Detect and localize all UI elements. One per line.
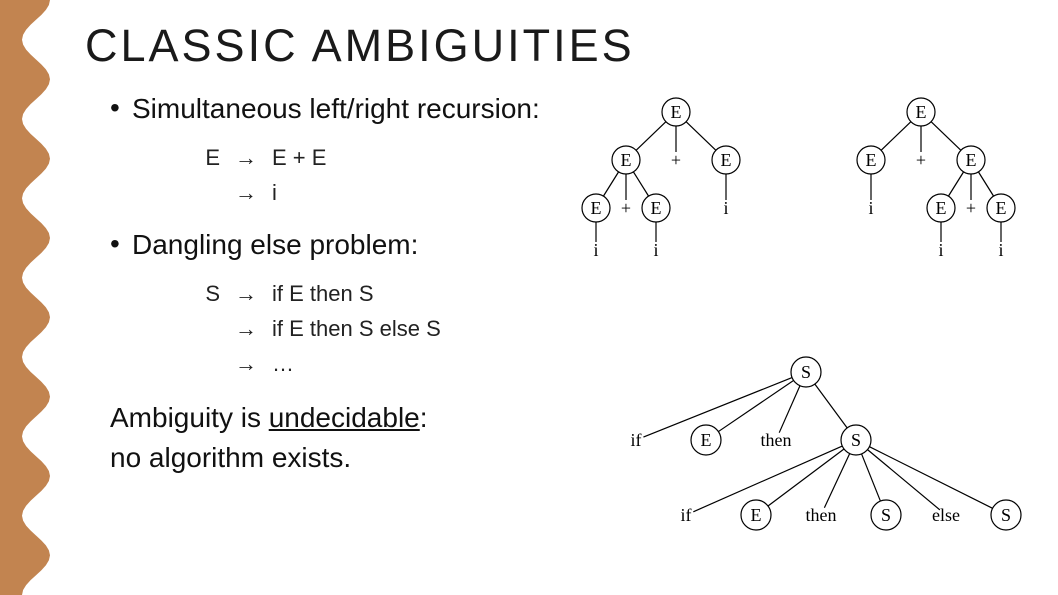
svg-text:i: i — [653, 240, 658, 260]
bullet-dot-icon: • — [110, 226, 132, 262]
grammar-rhs: if E then S else S — [272, 311, 441, 346]
arrow-icon: → — [234, 175, 258, 210]
grammar-row: S → if E then S — [200, 276, 1038, 311]
svg-text:then: then — [806, 505, 837, 525]
arrow-icon: → — [234, 140, 258, 175]
decorative-left-edge — [0, 0, 50, 595]
parse-tree-panel-top: E E + E E + Ei i i E E + Ei E + Ei i — [556, 90, 1046, 270]
grammar-rhs: E + E — [272, 140, 326, 175]
svg-text:i: i — [998, 240, 1003, 260]
svg-text:S: S — [881, 505, 891, 525]
arrow-icon: → — [234, 276, 258, 311]
svg-text:E: E — [701, 430, 712, 450]
slide: CLASSIC AMBIGUITIES • Simultaneous left/… — [0, 0, 1058, 595]
svg-text:E: E — [721, 150, 732, 170]
svg-text:+: + — [916, 150, 926, 170]
svg-text:E: E — [866, 150, 877, 170]
grammar-rhs: i — [272, 175, 277, 210]
svg-text:i: i — [723, 198, 728, 218]
parse-tree-panel-bottom: Sif Ethen Sif Ethen Selse S — [556, 350, 1046, 550]
svg-text:+: + — [621, 198, 631, 218]
grammar-lhs: E — [200, 140, 220, 175]
grammar-rhs: if E then S — [272, 276, 374, 311]
svg-text:i: i — [868, 198, 873, 218]
svg-text:S: S — [801, 362, 811, 382]
svg-text:+: + — [966, 198, 976, 218]
svg-text:if: if — [681, 505, 692, 525]
grammar-lhs — [200, 346, 220, 381]
bullet-2-text: Dangling else problem: — [132, 226, 418, 264]
bullet-1-text: Simultaneous left/right recursion: — [132, 90, 540, 128]
closing-underline: undecidable — [269, 402, 420, 433]
svg-text:E: E — [916, 102, 927, 122]
bullet-dot-icon: • — [110, 90, 132, 126]
closing-pre: Ambiguity is — [110, 402, 269, 433]
svg-text:E: E — [671, 102, 682, 122]
svg-text:else: else — [932, 505, 960, 525]
svg-text:+: + — [671, 150, 681, 170]
svg-text:then: then — [761, 430, 792, 450]
grammar-lhs — [200, 311, 220, 346]
arrow-icon: → — [234, 346, 258, 381]
svg-text:E: E — [996, 198, 1007, 218]
grammar-row: → if E then S else S — [200, 311, 1038, 346]
svg-text:E: E — [591, 198, 602, 218]
grammar-lhs: S — [200, 276, 220, 311]
svg-text:i: i — [593, 240, 598, 260]
slide-title: CLASSIC AMBIGUITIES — [85, 20, 1038, 72]
arrow-icon: → — [234, 311, 258, 346]
grammar-rhs: … — [272, 346, 294, 381]
svg-text:E: E — [966, 150, 977, 170]
svg-text:if: if — [631, 430, 642, 450]
svg-text:E: E — [651, 198, 662, 218]
svg-text:E: E — [751, 505, 762, 525]
svg-text:E: E — [621, 150, 632, 170]
grammar-lhs — [200, 175, 220, 210]
svg-text:E: E — [936, 198, 947, 218]
svg-text:S: S — [851, 430, 861, 450]
svg-text:S: S — [1001, 505, 1011, 525]
closing-post: : — [420, 402, 428, 433]
svg-text:i: i — [938, 240, 943, 260]
